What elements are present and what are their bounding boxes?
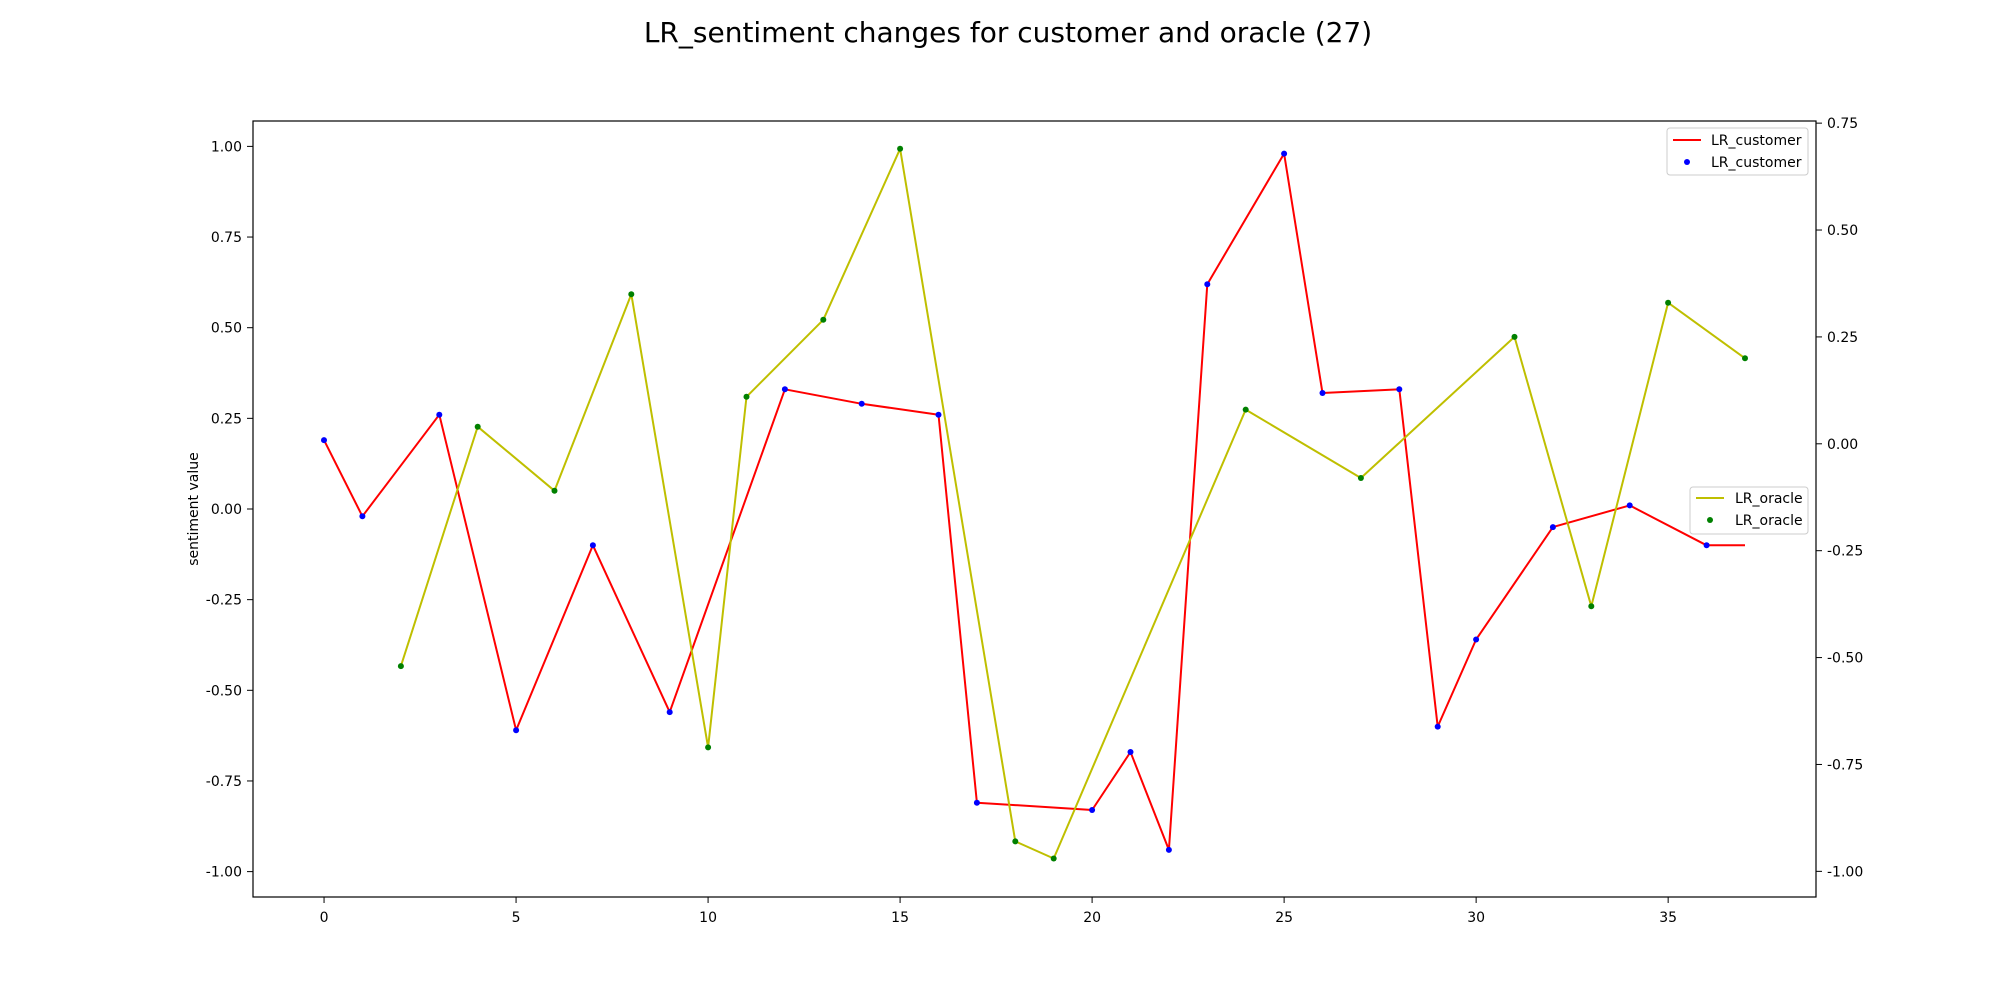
lr-oracle-point <box>551 487 558 494</box>
x-tick-label: 10 <box>699 910 717 926</box>
chart-title: LR_sentiment changes for customer and or… <box>644 16 1372 49</box>
lr-customer-point <box>666 709 673 716</box>
legend-customer: LR_customer LR_customer <box>1666 127 1809 176</box>
y-left-tick-label: 1.00 <box>211 139 242 155</box>
lr-oracle-series-line <box>399 147 1746 860</box>
y-right-tick-label: 0.00 <box>1827 437 1858 453</box>
plot-area <box>252 120 1817 898</box>
plot-frame <box>252 120 1817 898</box>
lr-oracle-point <box>397 663 404 670</box>
x-tick-label: 20 <box>1083 910 1101 926</box>
x-tick-label: 0 <box>320 910 329 926</box>
lr-oracle-point <box>1742 355 1748 362</box>
legend-oracle: LR_oracle LR_oracle <box>1689 486 1809 535</box>
lr-customer-point <box>1204 281 1211 288</box>
lr-customer-point <box>1473 636 1480 643</box>
lr-customer-point <box>359 513 366 520</box>
x-tick-label: 15 <box>891 910 909 926</box>
y-axis-right: -1.00 -0.75 -0.50 -0.25 0.00 0.25 0.50 0.75 <box>1816 116 1863 880</box>
y-left-tick-label: 0.75 <box>211 230 242 246</box>
lr-oracle-point <box>1588 603 1595 610</box>
lr-oracle-point <box>820 316 827 323</box>
lr-customer-point <box>1319 390 1326 396</box>
lr-customer-point <box>1089 807 1096 813</box>
x-tick-label: 30 <box>1467 910 1485 926</box>
x-tick-label: 35 <box>1659 910 1677 926</box>
lr-oracle-point <box>705 744 712 751</box>
y-right-tick-label: 0.50 <box>1827 223 1858 239</box>
lr-customer-point <box>1127 749 1134 755</box>
lr-oracle-point <box>1511 333 1518 340</box>
y-axis-left: -1.00 -0.75 -0.50 -0.25 0.00 0.25 0.50 0.75 1.00 <box>206 139 253 881</box>
lr-oracle-point <box>1050 855 1057 862</box>
lr-customer-point <box>1396 386 1403 393</box>
y-left-tick-label: 0.00 <box>211 502 242 518</box>
legend-customer-label-2: LR_customer <box>1711 155 1802 171</box>
lr-oracle-point <box>743 393 750 400</box>
lr-customer-point <box>781 386 788 393</box>
lr-customer-point <box>1434 723 1441 730</box>
lr-customer-point <box>589 542 596 549</box>
legend-oracle-label-2: LR_oracle <box>1735 513 1803 529</box>
legend-oracle-marker-swatch <box>1707 517 1713 523</box>
y-left-tick-label: -0.75 <box>206 774 242 790</box>
lr-oracle-point <box>1357 475 1364 481</box>
lr-oracle-point <box>1242 406 1249 413</box>
lr-customer-point <box>1703 542 1710 549</box>
x-tick-label: 25 <box>1275 910 1293 926</box>
legend-customer-label-1: LR_customer <box>1711 133 1802 149</box>
y-right-tick-label: -0.75 <box>1827 757 1863 773</box>
lr-customer-point <box>513 727 520 734</box>
x-tick-label: 5 <box>512 910 521 926</box>
series-layer <box>321 145 1748 862</box>
lr-oracle-point <box>897 145 904 152</box>
lr-customer-point <box>321 437 327 444</box>
lr-oracle-point <box>628 291 635 298</box>
lr-oracle-point <box>474 423 481 430</box>
y-left-tick-label: -0.25 <box>206 593 242 609</box>
y-right-tick-label: -0.25 <box>1827 544 1863 560</box>
lr-customer-point <box>1165 846 1172 853</box>
y-right-tick-label: 0.25 <box>1827 330 1858 346</box>
y-left-tick-label: 0.50 <box>211 321 242 337</box>
lr-customer-point <box>973 799 980 806</box>
lr-customer-point <box>1281 150 1288 157</box>
lr-customer-point <box>436 411 443 418</box>
lr-customer-point <box>935 411 942 418</box>
x-axis: 0 5 10 15 20 25 30 35 <box>320 897 1677 926</box>
legend-customer-marker-swatch <box>1684 159 1690 165</box>
y-right-tick-label: -1.00 <box>1827 864 1863 880</box>
y-left-tick-label: 0.25 <box>211 411 242 427</box>
legend-oracle-label-1: LR_oracle <box>1735 491 1803 507</box>
y-left-tick-label: -1.00 <box>206 865 242 881</box>
lr-customer-point <box>858 400 865 407</box>
y-axis-label: sentiment value <box>186 452 202 565</box>
lr-customer-point <box>1626 502 1633 509</box>
y-right-tick-label: 0.75 <box>1827 116 1858 132</box>
y-right-tick-label: -0.50 <box>1827 651 1863 667</box>
lr-customer-point <box>1549 524 1556 531</box>
lr-customer-series-line <box>323 152 1745 851</box>
lr-oracle-point <box>1012 838 1019 845</box>
y-left-tick-label: -0.50 <box>206 683 242 699</box>
lr-oracle-point <box>1665 299 1672 306</box>
